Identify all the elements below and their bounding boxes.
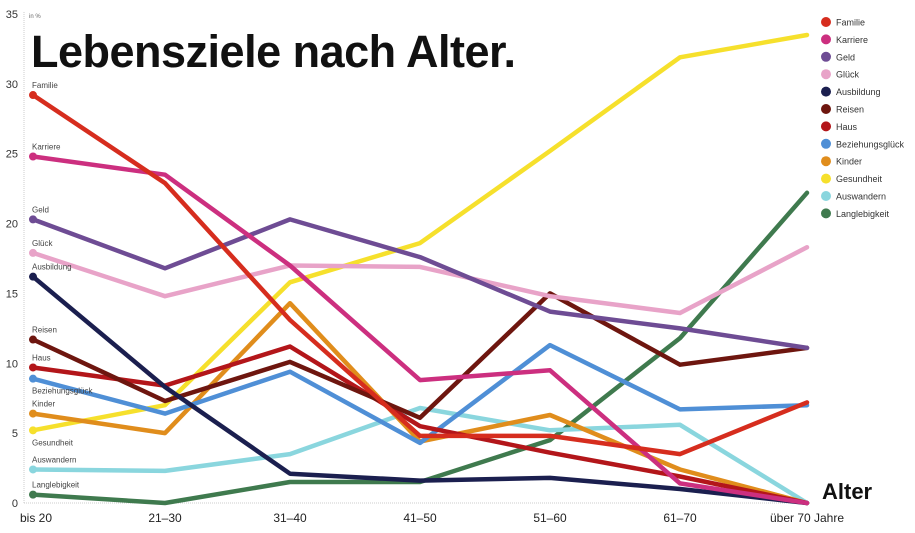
series-label: Geld — [32, 205, 49, 214]
chart-title: Lebensziele nach Alter. — [31, 26, 516, 77]
legend-label: Auswandern — [836, 192, 886, 202]
series-start-point — [29, 465, 37, 474]
legend-label: Karriere — [836, 35, 868, 45]
series-label: Haus — [32, 353, 51, 362]
legend-label: Kinder — [836, 157, 862, 167]
series-label: Karriere — [32, 143, 61, 152]
series-line-ausbildung — [30, 274, 810, 506]
y-tick-label: 30 — [6, 79, 18, 91]
series-line-reisen — [30, 291, 810, 421]
legend-marker — [821, 156, 831, 167]
x-tick-label: 41–50 — [403, 511, 437, 525]
legend-label: Gesundheit — [836, 174, 883, 184]
series-label: Glück — [32, 239, 53, 248]
y-tick-label: 0 — [12, 498, 18, 510]
legend-marker — [821, 17, 831, 27]
legend-marker — [821, 121, 831, 132]
series-start-point — [29, 248, 37, 257]
series-line-auswandern — [30, 405, 810, 506]
series-line-karriere — [30, 154, 810, 506]
series-label: Beziehungsglück — [32, 387, 93, 396]
series-start-point — [29, 374, 37, 383]
series-line-glück — [30, 245, 810, 316]
legend-marker — [821, 208, 831, 219]
y-axis-unit: in % — [29, 14, 41, 20]
series-label: Langlebigkeit — [32, 481, 80, 490]
y-tick-label: 10 — [6, 358, 18, 370]
series-line-kinder — [30, 300, 810, 506]
series-line-geld — [30, 217, 810, 351]
x-tick-label: 61–70 — [663, 511, 697, 525]
legend-marker — [821, 191, 831, 201]
series-label: Reisen — [32, 326, 57, 335]
series-start-point — [29, 272, 37, 281]
x-tick-label: über 70 Jahre — [770, 511, 844, 525]
legend-marker — [821, 86, 831, 97]
series-start-point — [29, 426, 37, 435]
series-start-point — [29, 409, 37, 418]
legend-marker — [821, 104, 831, 114]
legend-label: Ausbildung — [836, 87, 881, 97]
x-tick-label: 31–40 — [273, 511, 307, 525]
y-tick-label: 25 — [6, 149, 18, 161]
x-tick-label: 21–30 — [148, 511, 182, 525]
series-start-point — [29, 335, 37, 344]
legend-marker — [821, 173, 831, 184]
y-tick-label: 20 — [6, 219, 18, 231]
x-axis-title: Alter — [822, 479, 873, 504]
legend-label: Beziehungsglück — [836, 139, 905, 149]
series-start-point — [29, 152, 37, 161]
series-start-point — [29, 215, 37, 224]
legend-marker — [821, 34, 831, 45]
x-tick-label: 51–60 — [533, 511, 567, 525]
series-line-langlebigkeit — [30, 190, 810, 506]
legend-label: Glück — [836, 70, 860, 80]
legend-marker — [821, 51, 831, 62]
y-tick-label: 35 — [6, 9, 18, 21]
series-label: Familie — [32, 81, 58, 90]
series-start-point — [29, 91, 37, 100]
legend-label: Reisen — [836, 105, 864, 115]
series-label: Ausbildung — [32, 263, 72, 272]
legend-label: Familie — [836, 18, 865, 28]
series-label: Auswandern — [32, 455, 76, 464]
series-line-familie — [30, 92, 810, 457]
legend-label: Haus — [836, 122, 858, 132]
series-start-point — [29, 363, 37, 372]
series-start-point — [29, 490, 37, 499]
y-tick-label: 5 — [12, 428, 18, 440]
series-label: Kinder — [32, 400, 55, 409]
x-tick-label: bis 20 — [20, 511, 52, 525]
series-line-beziehungsglück — [30, 342, 810, 446]
y-tick-label: 15 — [6, 288, 18, 300]
series-line-gesundheit — [30, 32, 810, 433]
legend-label: Geld — [836, 52, 855, 62]
legend-marker — [821, 138, 831, 149]
series-label: Gesundheit — [32, 438, 74, 447]
legend-marker — [821, 69, 831, 80]
legend-label: Langlebigkeit — [836, 209, 890, 219]
